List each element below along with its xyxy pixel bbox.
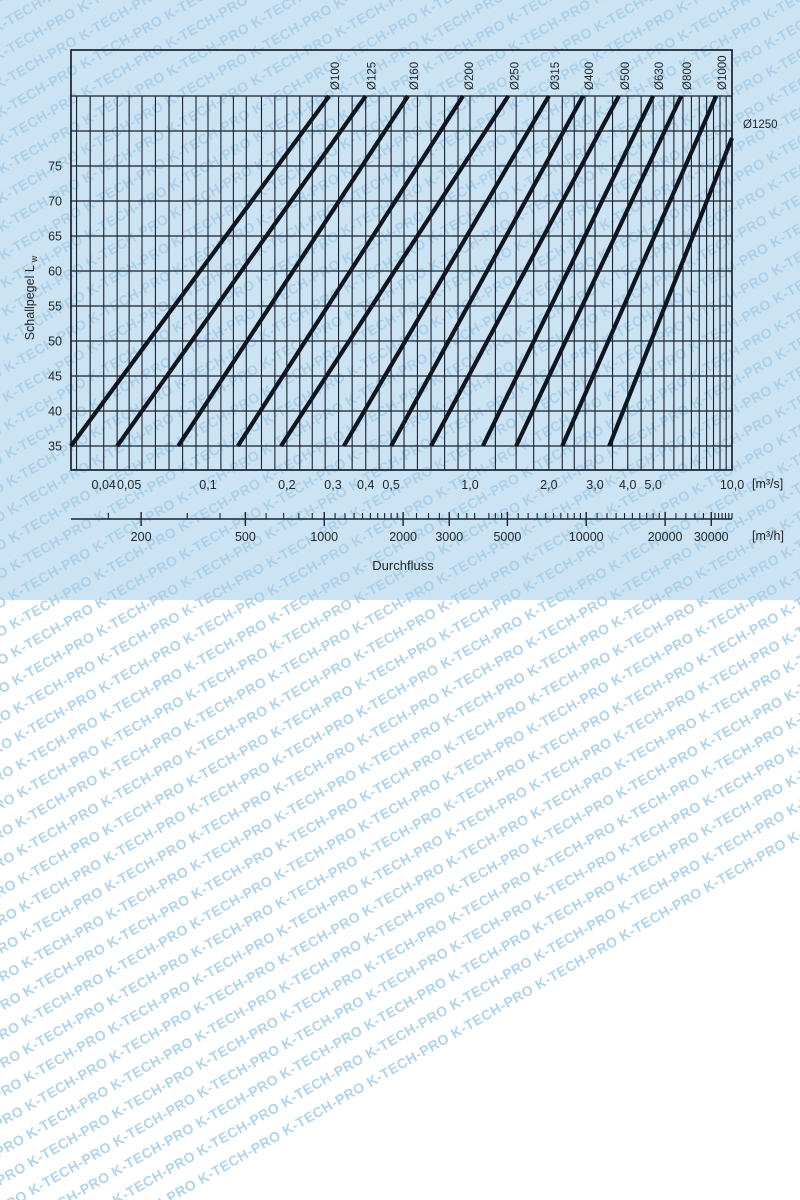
x-tick-label-m3h: 20000 — [648, 530, 683, 544]
x-tick-label-m3h: 500 — [235, 530, 256, 544]
series-line-Ø1000 — [560, 95, 719, 447]
unit-m3s-label: [m³/s] — [752, 477, 784, 491]
series-line-Ø1250 — [607, 137, 734, 447]
series-label-Ø250: Ø250 — [509, 62, 521, 90]
y-axis-title-text: Schallpegel L — [23, 265, 37, 341]
series-line-Ø315 — [342, 94, 551, 448]
series-line-Ø400 — [389, 94, 585, 448]
series-label-Ø630: Ø630 — [654, 62, 666, 90]
y-tick-label: 35 — [48, 440, 62, 454]
y-axis-title-subscript: w — [29, 255, 39, 263]
x-tick-label-m3h: 1000 — [310, 530, 338, 544]
series-line-Ø200 — [236, 94, 465, 448]
y-tick-label: 55 — [48, 300, 62, 314]
x-tick-label-m3s: 0,1 — [199, 478, 216, 492]
x-tick-label-m3s: 0,3 — [324, 478, 341, 492]
x-tick-label-m3s: 0,5 — [382, 478, 399, 492]
series-label-Ø500: Ø500 — [620, 62, 632, 90]
series-label-Ø315: Ø315 — [550, 62, 562, 90]
nomogram-chart: 75 70 65 60 55 50 45 40 35 Ø100 Ø125 Ø160 Ø200 Ø250 Ø3… — [48, 49, 778, 544]
x-tick-label-m3s: 10,0 — [720, 478, 744, 492]
x-tick-label-m3h: 3000 — [435, 530, 463, 544]
series-line-Ø125 — [115, 94, 368, 448]
y-tick-label: 60 — [48, 265, 62, 279]
chart-frame — [70, 49, 733, 471]
x-tick-label-m3s: 4,0 — [619, 478, 636, 492]
series-label-Ø400: Ø400 — [584, 62, 596, 90]
x-tick-label-m3s: 0,05 — [117, 478, 141, 492]
x-tick-label-m3s: 2,0 — [540, 478, 557, 492]
series-line-Ø800 — [514, 95, 684, 447]
series-label-Ø1250: Ø1250 — [743, 119, 778, 131]
y-tick-label: 75 — [48, 160, 62, 174]
x-tick-label-m3s: 1,0 — [461, 478, 478, 492]
y-tick-label: 40 — [48, 405, 62, 419]
y-tick-label: 70 — [48, 195, 62, 209]
x-tick-label-m3s: 5,0 — [644, 478, 661, 492]
x-tick-label-m3s: 0,4 — [357, 478, 374, 492]
y-tick-label: 45 — [48, 370, 62, 384]
x-tick-label-m3h: 5000 — [493, 530, 521, 544]
x-axis-title: Durchfluss — [372, 558, 434, 573]
series-label-Ø200: Ø200 — [464, 62, 476, 90]
series-label-Ø125: Ø125 — [367, 62, 379, 90]
y-tick-label: 65 — [48, 230, 62, 244]
x-tick-label-m3h: 30000 — [694, 530, 729, 544]
series-line-Ø630 — [481, 95, 656, 447]
series-line-Ø100 — [69, 94, 331, 448]
x-tick-label-m3h: 2000 — [389, 530, 417, 544]
series-label-Ø100: Ø100 — [330, 62, 342, 90]
x-tick-label-m3s: 0,2 — [278, 478, 295, 492]
series-line-Ø160 — [176, 94, 410, 448]
unit-m3h-label: [m³/h] — [752, 529, 784, 543]
series-line-Ø250 — [279, 94, 511, 448]
series-label-Ø160: Ø160 — [409, 62, 421, 90]
x-tick-label-m3h: 200 — [131, 530, 152, 544]
x-tick-label-m3s: 0,04 — [92, 478, 116, 492]
series-line-Ø500 — [429, 95, 621, 447]
y-axis-title: Schallpegel L w — [23, 256, 39, 341]
y-tick-label: 50 — [48, 335, 62, 349]
series-label-Ø1000: Ø1000 — [717, 55, 729, 90]
x-tick-label-m3s: 3,0 — [586, 478, 603, 492]
x-tick-label-m3h: 10000 — [569, 530, 604, 544]
series-label-Ø800: Ø800 — [682, 62, 694, 90]
